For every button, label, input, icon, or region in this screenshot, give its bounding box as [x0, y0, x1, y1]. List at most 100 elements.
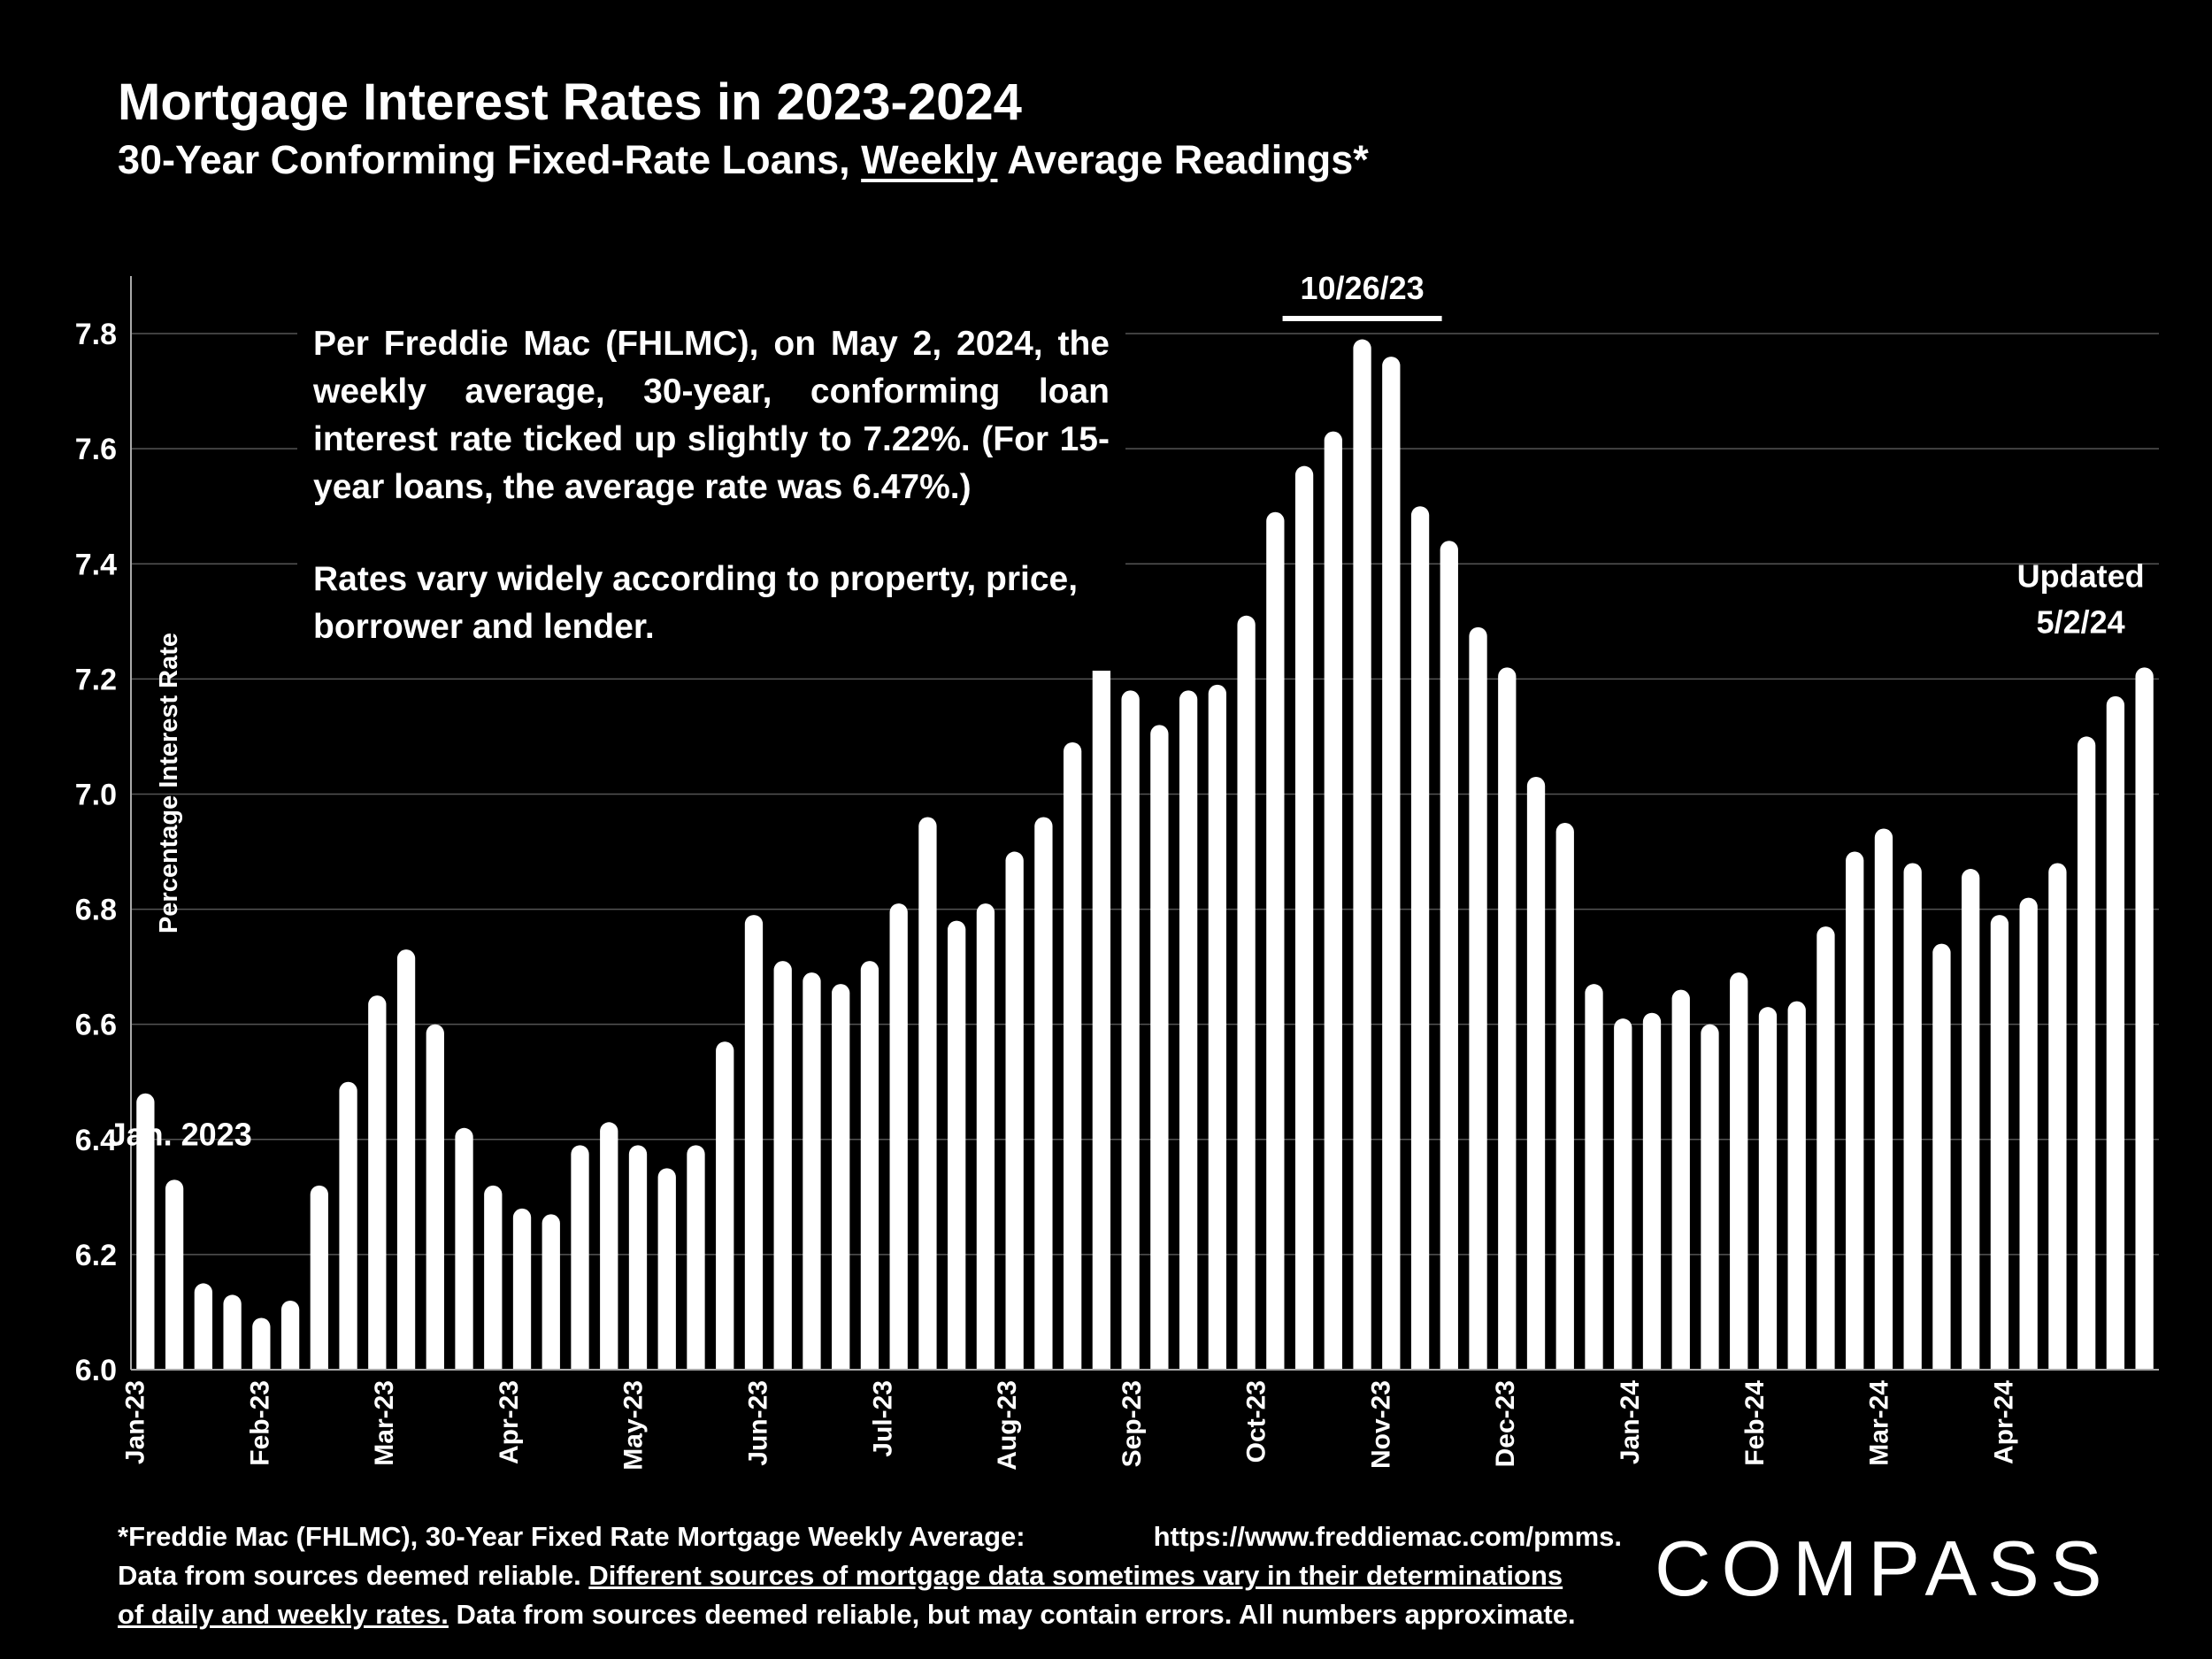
annotation-label: Jan. 2023: [109, 1116, 252, 1152]
bar: [1353, 339, 1371, 1371]
footer-source: *Freddie Mac (FHLMC), 30-Year Fixed Rate…: [118, 1521, 1025, 1552]
bar: [1990, 915, 2009, 1370]
bar: [1208, 684, 1227, 1370]
footer-line-1: *Freddie Mac (FHLMC), 30-Year Fixed Rate…: [118, 1517, 1622, 1556]
bar: [1382, 357, 1401, 1371]
bar: [1614, 1018, 1632, 1370]
y-axis-ticks: 6.0 6.2 6.4 6.6 6.8 7.0 7.2 7.4 7.6 7.8: [75, 318, 117, 1387]
bar: [512, 1208, 532, 1370]
bar: [2077, 736, 2096, 1370]
bar: [803, 972, 821, 1370]
bar: [2135, 667, 2154, 1370]
bar: [2106, 695, 2125, 1370]
bar: [1816, 926, 1835, 1370]
compass-logo: COMPASS: [1655, 1525, 2113, 1612]
bar: [1469, 626, 1487, 1370]
x-tick-label: Sep-23: [1118, 1380, 1147, 1467]
x-tick-label: Aug-23: [993, 1380, 1022, 1471]
bar: [1962, 869, 1980, 1370]
bar: [1903, 863, 1922, 1370]
subtitle-pre: 30-Year Conforming Fixed-Rate Loans,: [118, 137, 862, 182]
bar: [1150, 725, 1169, 1370]
bar: [2019, 897, 2038, 1370]
bar: [455, 1127, 473, 1370]
bar: [1846, 851, 1864, 1370]
x-tick-label: Feb-24: [1740, 1380, 1770, 1466]
x-axis-ticks: Jan-23 Feb-23 Mar-23 Apr-23 May-23 Jun-23 Jul-…: [121, 1380, 2019, 1471]
x-tick-label: Jan-23: [121, 1380, 150, 1464]
info-note: Per Freddie Mac (FHLMC), on May 2, 2024,…: [297, 310, 1125, 671]
bar: [136, 1093, 155, 1370]
bar: [600, 1122, 618, 1370]
x-tick-label: Apr-23: [495, 1380, 524, 1464]
bar: [948, 920, 966, 1370]
bars: [136, 339, 2154, 1371]
bar: [1787, 1001, 1806, 1370]
bar: [744, 915, 764, 1370]
x-tick-label: May-23: [619, 1380, 649, 1471]
y-axis-label: Percentage Interest Rate: [155, 633, 183, 933]
chart-subtitle: 30-Year Conforming Fixed-Rate Loans, Wee…: [118, 137, 1369, 183]
bar: [1092, 661, 1111, 1370]
footer-line-2-underlined: Different sources of mortgage data somet…: [588, 1560, 1563, 1591]
annotations: Jan. 2023 10/26/23 Updated 5/2/24: [109, 270, 2145, 1152]
x-tick-label: Jan-24: [1616, 1380, 1645, 1464]
footer-line-2: Data from sources deemed reliable. Diffe…: [118, 1556, 1622, 1595]
bar: [1555, 822, 1574, 1370]
bar: [484, 1185, 503, 1370]
bar: [1034, 817, 1053, 1370]
subtitle-post: Average Readings*: [997, 137, 1369, 182]
footer-line-2-text: Data from sources deemed reliable.: [118, 1560, 589, 1591]
bar: [1063, 741, 1082, 1370]
bar: [1526, 776, 1546, 1370]
footer-line-3: of daily and weekly rates. Data from sou…: [118, 1595, 1622, 1634]
bar: [223, 1294, 242, 1370]
bar: [252, 1317, 271, 1370]
bar: [1179, 690, 1198, 1370]
bar: [339, 1081, 357, 1370]
bar: [396, 949, 416, 1370]
bar: [832, 984, 850, 1370]
x-tick-label: Jun-23: [743, 1380, 772, 1466]
x-tick-label: Jul-23: [868, 1380, 897, 1457]
bar: [541, 1214, 560, 1370]
bar: [1005, 851, 1024, 1370]
y-tick-label: 7.0: [75, 778, 117, 811]
bar: [1932, 943, 1951, 1370]
x-tick-label: Feb-23: [245, 1380, 274, 1466]
bar: [889, 903, 908, 1370]
bar: [657, 1168, 676, 1370]
annotation-label: 5/2/24: [2037, 603, 2125, 640]
x-tick-label: Nov-23: [1366, 1380, 1395, 1469]
y-tick-label: 6.0: [75, 1354, 117, 1387]
x-tick-label: Mar-23: [370, 1380, 399, 1466]
bar: [2048, 863, 2067, 1370]
note-paragraph-2: Rates vary widely according to property,…: [313, 560, 1079, 646]
bar: [1758, 1007, 1778, 1370]
bar: [310, 1185, 328, 1370]
y-tick-label: 7.6: [75, 433, 117, 466]
x-tick-label: Oct-23: [1242, 1380, 1271, 1463]
bar: [687, 1145, 705, 1370]
bar: [1498, 667, 1517, 1370]
subtitle-emphasis: Weekly: [861, 137, 998, 182]
chart-title: Mortgage Interest Rates in 2023-2024: [118, 73, 1022, 131]
bar: [1642, 1012, 1662, 1370]
bar: [1585, 984, 1603, 1370]
bar: [1266, 511, 1285, 1370]
x-tick-label: Mar-24: [1865, 1380, 1894, 1466]
annotation-label: 10/26/23: [1301, 270, 1425, 306]
bar: [1671, 989, 1690, 1370]
bar: [1121, 690, 1140, 1370]
bar: [976, 903, 995, 1370]
annotation-label: Updated: [2017, 557, 2145, 594]
y-tick-label: 6.2: [75, 1239, 117, 1272]
note-paragraph-1: Per Freddie Mac (FHLMC), on May 2, 2024,…: [313, 325, 1110, 506]
bar: [918, 817, 937, 1370]
y-tick-label: 6.4: [75, 1124, 117, 1157]
bar: [368, 995, 387, 1370]
y-tick-label: 6.6: [75, 1009, 117, 1042]
bar: [773, 961, 792, 1370]
footer-url: https://www.freddiemac.com/pmms.: [1153, 1521, 1622, 1552]
